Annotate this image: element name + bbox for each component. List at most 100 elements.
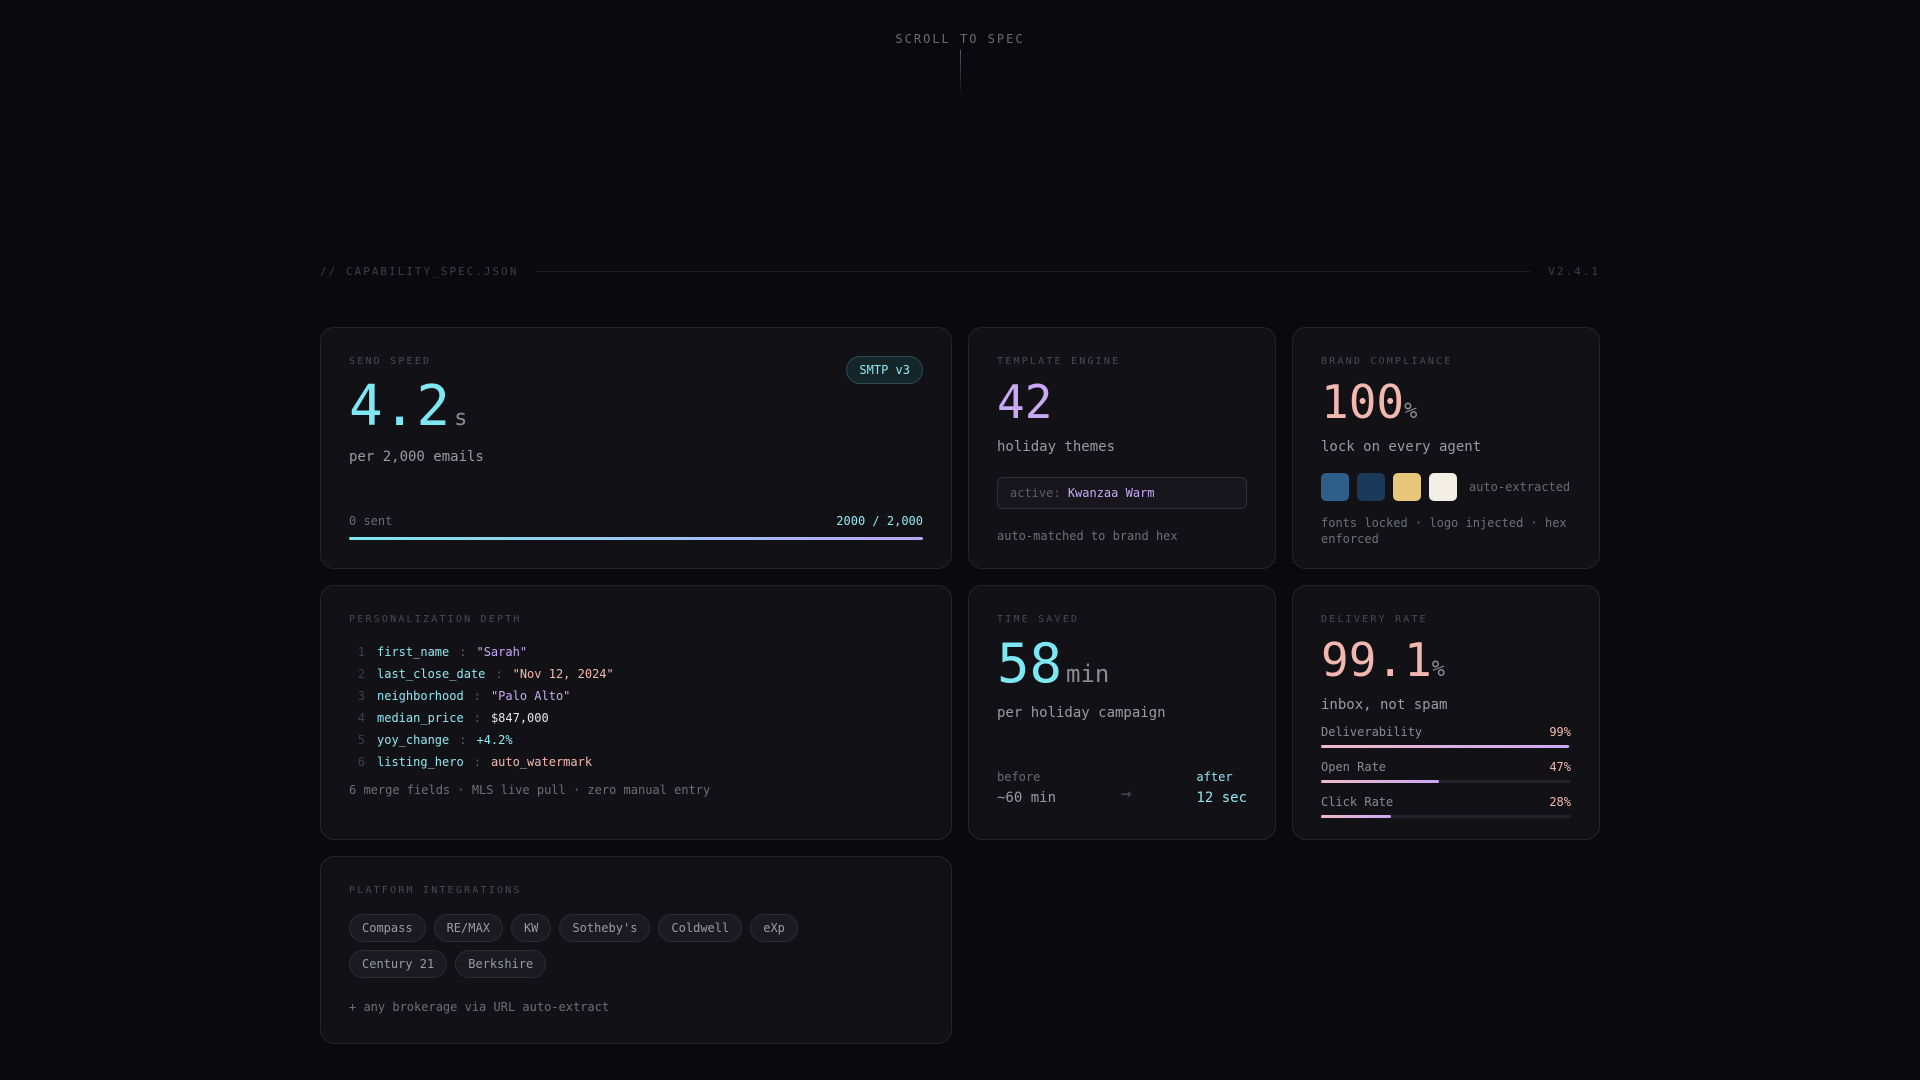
active-theme-field[interactable]: active: Kwanzaa Warm xyxy=(997,477,1247,509)
field-colon: : xyxy=(495,667,503,681)
send-progress-bar xyxy=(349,537,923,540)
line-number: 6 xyxy=(357,755,365,769)
send-progress-fill xyxy=(349,537,923,540)
before-value: ~60 min xyxy=(997,790,1057,806)
metric-value: 99% xyxy=(1549,725,1571,739)
active-theme-value: Kwanzaa Warm xyxy=(1067,486,1155,500)
field-value: "Nov 12, 2024" xyxy=(512,667,614,681)
field-value: "Sarah" xyxy=(476,645,528,659)
after-value: 12 sec xyxy=(1196,790,1247,806)
arrow-right-icon: → xyxy=(1120,783,1132,804)
before-after-comparison: before ~60 min → after 12 sec xyxy=(997,770,1247,806)
integrations-note: + any brokerage via URL auto-extract xyxy=(349,1000,610,1014)
card-label: DELIVERY RATE xyxy=(1321,614,1428,625)
send-speed-value: 4.2 xyxy=(349,374,451,439)
personalization-card: PERSONALIZATION DEPTH 1 first_name : "Sa… xyxy=(320,585,952,840)
metric-click-rate: Click Rate 28% xyxy=(1321,795,1571,818)
time-saved-unit: min xyxy=(1066,660,1110,688)
color-swatch[interactable] xyxy=(1357,473,1385,501)
personalization-note: 6 merge fields · MLS live pull · zero ma… xyxy=(349,783,711,797)
field-key: neighborhood xyxy=(377,689,464,703)
metric-bar xyxy=(1321,745,1571,748)
active-theme-prefix: active: xyxy=(1010,486,1061,500)
code-line: 3 neighborhood : "Palo Alto" xyxy=(349,685,923,707)
code-line: 6 listing_hero : auto_watermark xyxy=(349,751,923,773)
field-key: last_close_date xyxy=(377,667,486,681)
progress-count: 2000 / 2,000 xyxy=(836,514,923,528)
progress-labels: 0 sent 2000 / 2,000 xyxy=(349,514,923,528)
send-speed-unit: s xyxy=(454,406,468,431)
scroll-hint[interactable]: SCROLL TO SPEC xyxy=(895,32,1025,46)
field-colon: : xyxy=(473,689,481,703)
field-value: "Palo Alto" xyxy=(490,689,571,703)
code-line: 5 yoy_change : +4.2% xyxy=(349,729,923,751)
field-colon: : xyxy=(473,711,481,725)
integration-chip[interactable]: Century 21 xyxy=(349,950,448,978)
after-label: after xyxy=(1196,770,1233,784)
code-line: 1 first_name : "Sarah" xyxy=(349,641,923,663)
card-label: PERSONALIZATION DEPTH xyxy=(349,614,522,625)
field-key: listing_hero xyxy=(377,755,464,769)
time-saved-card: TIME SAVED 58 min per holiday campaign be… xyxy=(968,585,1276,840)
line-number: 1 xyxy=(357,645,365,659)
metric-bar-fill xyxy=(1321,780,1439,783)
scroll-indicator-line xyxy=(960,50,961,96)
time-saved-subtitle: per holiday campaign xyxy=(997,705,1166,721)
field-value: $847,000 xyxy=(490,711,549,725)
before-label: before xyxy=(997,770,1041,784)
send-speed-subtitle: per 2,000 emails xyxy=(349,449,484,465)
spec-version: V2.4.1 xyxy=(1548,264,1600,278)
card-label: BRAND COMPLIANCE xyxy=(1321,356,1453,367)
template-count: 42 xyxy=(997,375,1053,429)
brand-compliance-card: BRAND COMPLIANCE 100% lock on every agen… xyxy=(1292,327,1600,569)
metric-name: Deliverability xyxy=(1321,725,1423,739)
metric-bar xyxy=(1321,815,1571,818)
smtp-badge: SMTP v3 xyxy=(846,356,923,384)
merge-field-list: 1 first_name : "Sarah" 2 last_close_date… xyxy=(349,641,923,773)
field-key: first_name xyxy=(377,645,450,659)
brand-swatches: auto-extracted xyxy=(1321,473,1571,501)
color-swatch[interactable] xyxy=(1429,473,1457,501)
field-colon: : xyxy=(459,645,467,659)
integration-chip[interactable]: Compass xyxy=(349,914,426,942)
send-speed-card: SEND SPEED SMTP v3 4.2 s per 2,000 emails… xyxy=(320,327,952,569)
line-number: 3 xyxy=(357,689,365,703)
integration-chip[interactable]: Berkshire xyxy=(455,950,547,978)
spec-header: // CAPABILITY_SPEC.JSON V2.4.1 xyxy=(320,264,1600,278)
delivery-subtitle: inbox, not spam xyxy=(1321,697,1448,713)
template-subtitle: holiday themes xyxy=(997,439,1116,455)
integration-chip[interactable]: Coldwell xyxy=(658,914,743,942)
code-line: 4 median_price : $847,000 xyxy=(349,707,923,729)
integration-chip[interactable]: eXp xyxy=(750,914,798,942)
card-label: TEMPLATE ENGINE xyxy=(997,356,1121,367)
color-swatch[interactable] xyxy=(1393,473,1421,501)
card-label: PLATFORM INTEGRATIONS xyxy=(349,885,522,896)
platform-integrations-card: PLATFORM INTEGRATIONS Compass RE/MAX KW … xyxy=(320,856,952,1044)
integration-chip[interactable]: KW xyxy=(510,914,552,942)
integration-chip[interactable]: RE/MAX xyxy=(433,914,503,942)
metric-bar xyxy=(1321,780,1571,783)
progress-start-label: 0 sent xyxy=(349,514,393,528)
field-key: yoy_change xyxy=(377,733,450,747)
integration-chip[interactable]: Sotheby's xyxy=(559,914,651,942)
template-engine-card: TEMPLATE ENGINE 42 holiday themes active… xyxy=(968,327,1276,569)
field-colon: : xyxy=(473,755,481,769)
field-key: median_price xyxy=(377,711,464,725)
metric-bar-fill xyxy=(1321,745,1569,748)
metric-bar-fill xyxy=(1321,815,1391,818)
integration-chips: Compass RE/MAX KW Sotheby's Coldwell eXp… xyxy=(349,914,909,986)
card-label: TIME SAVED xyxy=(997,614,1080,625)
color-swatch[interactable] xyxy=(1321,473,1349,501)
metric-value: 47% xyxy=(1549,760,1571,774)
line-number: 5 xyxy=(357,733,365,747)
card-label: SEND SPEED xyxy=(349,356,432,367)
field-colon: : xyxy=(459,733,467,747)
delivery-rate-card: DELIVERY RATE 99.1% inbox, not spam Deli… xyxy=(1292,585,1600,840)
brand-compliance-unit: % xyxy=(1404,399,1418,424)
metric-deliverability: Deliverability 99% xyxy=(1321,725,1571,748)
spec-divider xyxy=(536,270,1531,272)
spec-filename: // CAPABILITY_SPEC.JSON xyxy=(320,264,519,278)
delivery-rate-value: 99.1 xyxy=(1321,633,1432,687)
metric-name: Open Rate xyxy=(1321,760,1387,774)
after-block: after 12 sec xyxy=(1196,770,1247,806)
